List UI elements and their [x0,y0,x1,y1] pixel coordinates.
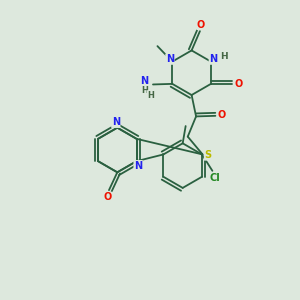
Text: O: O [197,20,205,30]
Text: H: H [141,86,148,95]
Text: N: N [166,54,174,64]
Text: H: H [148,91,154,100]
Text: H: H [220,52,228,61]
Text: O: O [104,192,112,202]
Text: O: O [235,79,243,89]
Text: Cl: Cl [209,173,220,183]
Text: O: O [218,110,226,120]
Text: N: N [209,54,218,64]
Text: N: N [141,76,149,86]
Text: N: N [134,160,142,171]
Text: N: N [112,117,120,128]
Text: S: S [204,150,211,160]
